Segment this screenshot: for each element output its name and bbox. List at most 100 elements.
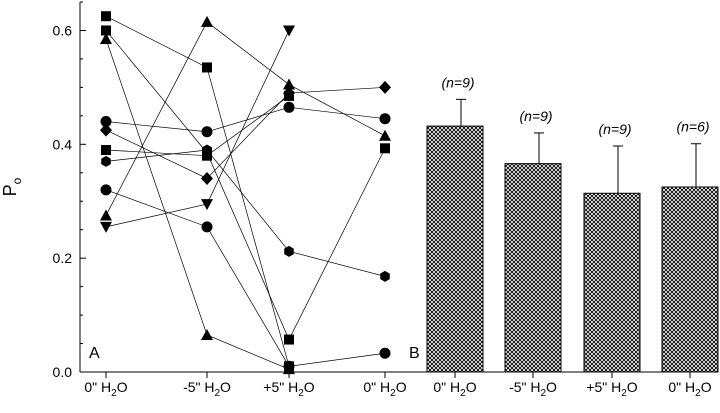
x-tick-label-part: O [546, 379, 557, 395]
x-tick-label-part: +5" H [586, 379, 621, 395]
data-point-triangle-up [201, 329, 213, 340]
n-label: (n=9) [441, 74, 474, 90]
panel-a-y-axis-label: Po [0, 177, 24, 196]
data-point-square [101, 25, 111, 36]
data-point-triangle-down [283, 25, 295, 37]
data-point-triangle-up [201, 15, 213, 27]
panel-b-error-bars [456, 98, 701, 194]
panel-b-x-ticks: 0" H2O -5" H2O +5" H2O 0" H2O [433, 372, 712, 399]
y-tick-label: 0.0 [53, 364, 73, 380]
y-tick-label: 0.6 [53, 22, 73, 38]
data-point-diamond [201, 171, 213, 185]
data-point-circle [201, 126, 213, 138]
data-point-triangle-up [283, 78, 295, 90]
data-point-hexagon [202, 144, 212, 156]
series-line [105, 95, 290, 157]
data-point-diamond [100, 123, 112, 137]
x-tick-label: 0" H2O [363, 379, 406, 399]
data-point-circle [283, 101, 295, 113]
x-tick-label: 0" H2O [433, 379, 476, 399]
panel-a-series-lines [105, 15, 386, 370]
data-point-diamond [379, 80, 391, 94]
y-axis-label-subscript: o [10, 177, 24, 184]
x-tick-label-subscript: 2 [390, 388, 396, 399]
x-tick-label-part: O [466, 379, 477, 395]
series-line [105, 189, 386, 367]
data-point-hexagon [284, 245, 294, 257]
data-point-triangle-up [100, 33, 112, 44]
bar [583, 192, 641, 373]
panel-b-n-labels: (n=9) (n=9) (n=9) (n=6) [441, 74, 709, 137]
x-tick-label: +5" H2O [586, 379, 638, 399]
x-tick-label: 0" H2O [668, 379, 711, 399]
x-tick-label-subscript: 2 [111, 388, 117, 399]
x-tick-label-part: O [701, 379, 712, 395]
data-point-circle [379, 113, 391, 125]
series-line [105, 30, 290, 228]
x-tick-label-subscript: 2 [460, 388, 466, 399]
series-line [105, 15, 290, 367]
data-point-hexagon [101, 155, 111, 167]
panel-b: 0" H2O -5" H2O +5" H2O 0" H2O (n=9)(n=9)(n=… [409, 74, 719, 399]
data-point-square [284, 334, 294, 345]
x-tick-label-part: 0" H [363, 379, 390, 395]
data-point-hexagon [380, 270, 390, 282]
series-line [105, 30, 386, 341]
x-tick-label-part: 0" H [668, 379, 695, 395]
x-tick-label-part: +5" H [263, 379, 298, 395]
data-point-triangle-up [379, 129, 391, 141]
panel-a: 0.00.20.40.6 0" H2O -5" H2O +5" H2O 0" H2O … [0, 1, 415, 399]
data-point-triangle-up [100, 209, 112, 221]
data-point-square [202, 150, 212, 161]
n-label: (n=9) [598, 121, 631, 137]
x-tick-label-part: -5" H [509, 379, 540, 395]
bar [426, 125, 484, 373]
x-tick-label-part: O [396, 379, 407, 395]
bar [504, 163, 562, 373]
data-point-square [202, 62, 212, 73]
series-line [105, 149, 386, 277]
panel-a-y-ticks: 0.0 0.2 0.4 0.6 [53, 1, 86, 380]
series-line [105, 21, 386, 216]
data-point-square [101, 11, 111, 22]
x-tick-label-subscript: 2 [214, 388, 220, 399]
y-tick-label: 0.4 [53, 136, 73, 152]
x-tick-label: 0" H2O [84, 379, 127, 399]
x-tick-label: -5" H2O [509, 379, 557, 399]
n-label: (n=6) [676, 119, 709, 135]
y-axis-label-main: P [0, 184, 20, 196]
data-point-circle [283, 360, 295, 372]
x-tick-label-subscript: 2 [695, 388, 701, 399]
data-point-triangle-down [100, 221, 112, 233]
data-point-square [380, 143, 390, 154]
x-tick-label-part: O [304, 379, 315, 395]
y-tick-label: 0.2 [53, 250, 73, 266]
x-tick-label-part: 0" H [433, 379, 460, 395]
series-line [105, 106, 386, 133]
data-point-circle [379, 347, 391, 359]
panel-a-label: A [89, 345, 100, 362]
x-tick-label-part: O [627, 379, 638, 395]
panel-a-x-ticks: 0" H2O -5" H2O +5" H2O 0" H2O [84, 372, 407, 399]
x-tick-label-subscript: 2 [540, 388, 546, 399]
x-tick-label-part: O [117, 379, 128, 395]
data-point-triangle-down [201, 199, 213, 211]
data-point-circle [100, 116, 112, 128]
bar [661, 186, 719, 373]
data-point-square [101, 145, 111, 155]
x-tick-label-part: 0" H [84, 379, 111, 395]
data-point-circle [100, 184, 112, 196]
n-label: (n=9) [519, 108, 552, 124]
x-tick-label: +5" H2O [263, 379, 315, 399]
panel-a-markers [100, 11, 391, 375]
data-point-diamond [283, 86, 295, 100]
series-line [105, 87, 386, 179]
x-tick-label-part: O [220, 379, 231, 395]
x-tick-label-subscript: 2 [621, 388, 627, 399]
x-tick-label: -5" H2O [183, 379, 231, 399]
x-tick-label-subscript: 2 [298, 388, 304, 399]
panel-b-bars [426, 125, 719, 373]
x-tick-label-part: -5" H [183, 379, 214, 395]
data-point-circle [201, 221, 213, 233]
